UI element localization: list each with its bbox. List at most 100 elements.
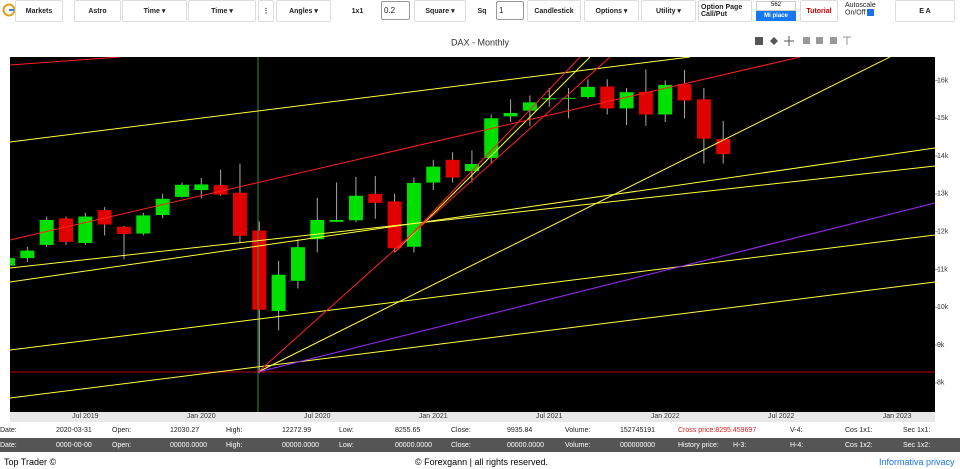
autoscale[interactable]: Autoscale On/Off: [845, 2, 876, 16]
x-tick-label: Jul 2020: [304, 413, 331, 420]
info-cell: Sec 1x2:: [903, 442, 931, 449]
info-cell: Low:: [339, 442, 354, 449]
toolbar-button[interactable]: Time ▾: [188, 0, 256, 22]
info-cell: 2020-03-31: [56, 427, 92, 434]
y-tick-label: 9k: [937, 342, 945, 349]
y-tick-label: 8k: [937, 380, 945, 387]
candle-body: [638, 91, 653, 115]
candle-body: [484, 118, 499, 158]
candle-body: [232, 192, 247, 236]
info-cell: H-4:: [790, 442, 804, 449]
candle-body: [387, 201, 402, 249]
toolbar-button[interactable]: Utility ▾: [641, 0, 696, 22]
checkbox[interactable]: [866, 9, 874, 16]
info-cell: 12030.27: [170, 427, 200, 434]
info-cell: Sec 1x1:: [903, 427, 931, 434]
x-tick-label: Jan 2021: [419, 413, 448, 420]
like-count: 562: [756, 1, 796, 11]
y-tick-label: 10k: [937, 304, 949, 311]
gann-lines: [10, 57, 935, 412]
toolbar-button[interactable]: Options ▾: [584, 0, 639, 22]
candle-body: [116, 226, 131, 234]
y-tick-label: 11k: [937, 266, 948, 273]
candle-body: [20, 250, 35, 259]
info-cell: 00000.0000: [282, 442, 319, 449]
toolbar-button[interactable]: Candlestick: [527, 0, 581, 22]
info-cell: 0000-00-00: [56, 442, 92, 449]
candle-body: [252, 230, 267, 310]
info-cell: Cos 1x2:: [845, 442, 873, 449]
info-row: Date: 2020-03-31 Open: 12030.27 High: 12272.9…: [0, 423, 960, 437]
x-tick-label: Jan 2022: [651, 413, 680, 420]
candle-body: [348, 195, 363, 221]
x-tick-label: Jul 2019: [72, 413, 99, 420]
candle-body: [10, 258, 15, 266]
label: Sq: [477, 7, 487, 15]
like-button[interactable]: Mi piace: [756, 11, 796, 21]
candle-body: [561, 97, 576, 99]
info-cell: 00000.0000: [170, 442, 207, 449]
candle-body: [445, 159, 460, 178]
y-tick-label: 12k: [937, 229, 949, 236]
info-cell: V-4:: [790, 427, 803, 434]
candle-body: [522, 102, 537, 111]
info-cell: High:: [226, 427, 243, 434]
plot-area: [10, 57, 935, 412]
input[interactable]: 1: [496, 1, 524, 20]
info-cell: Close:: [451, 427, 471, 434]
y-tick-label: 13k: [937, 191, 949, 198]
info-cell: Low:: [339, 427, 354, 434]
info-cell: 000000000: [620, 442, 656, 449]
markets-button[interactable]: Markets: [15, 0, 63, 22]
candle-body: [271, 274, 286, 312]
footer-left: Top Trader ©: [4, 457, 57, 467]
y-tick-label: 15k: [937, 115, 949, 122]
ea-button[interactable]: E A: [895, 0, 955, 22]
label: On/Off: [845, 9, 866, 17]
info-cell: 00000.0000: [395, 442, 432, 449]
toolbar-button[interactable]: Square ▾: [414, 0, 466, 22]
chart: DAX - Monthly 8k 9k 10k 11k 12k 13k 14k 15k 16k J…: [10, 36, 949, 422]
tutorial-button[interactable]: Tutorial: [800, 0, 838, 22]
candle-body: [426, 166, 441, 183]
logo: [2, 3, 16, 17]
label: 1x1: [351, 7, 364, 15]
candle-body: [696, 99, 711, 139]
info-cell: Cross price:8295.459697: [678, 427, 757, 434]
candle-body: [503, 112, 518, 117]
privacy-link[interactable]: Informativa privacy: [879, 457, 955, 467]
info-cell: 00000.0000: [507, 442, 544, 449]
info-cell: Close:: [451, 442, 471, 449]
chart-title: DAX - Monthly: [451, 37, 510, 47]
candle-body: [194, 184, 209, 191]
candle-body: [97, 210, 112, 225]
info-cell: 9935.84: [507, 427, 533, 434]
footer: Top Trader © © Forexgann | all rights re…: [0, 455, 960, 469]
candle-body: [658, 84, 673, 115]
input[interactable]: 0.2: [381, 1, 410, 20]
candle-body: [58, 218, 73, 242]
label: Autoscale: [845, 2, 876, 9]
toolbar-button[interactable]: ⋮: [258, 0, 274, 22]
x-tick-label: Jan 2020: [187, 413, 216, 420]
y-tick-label: 16k: [937, 77, 949, 84]
candle-body: [329, 219, 344, 222]
toolbar-button[interactable]: Time ▾: [122, 0, 187, 22]
toolbar-button[interactable]: Angles ▾: [276, 0, 331, 22]
candle-body: [406, 182, 421, 247]
candles: [10, 69, 731, 374]
footer-center: © Forexgann | all rights reserved.: [415, 457, 549, 467]
candle-body: [464, 163, 479, 172]
info-cell: H-3:: [733, 442, 747, 449]
candle-body: [78, 216, 93, 244]
candle-body: [39, 219, 54, 245]
toolbar-button[interactable]: Astro: [74, 0, 121, 22]
info-cell: Volume:: [565, 442, 591, 449]
info-cell: 8255.65: [395, 427, 421, 434]
x-tick-label: Jan 2023: [883, 413, 912, 420]
x-axis-band: [10, 412, 935, 422]
x-tick-label: Jul 2022: [768, 413, 795, 420]
axes: 8k 9k 10k 11k 12k 13k 14k 15k 16k Jul 2019 Jan 202…: [72, 77, 949, 420]
option-page-button[interactable]: Option Page Call/Put: [698, 0, 752, 22]
